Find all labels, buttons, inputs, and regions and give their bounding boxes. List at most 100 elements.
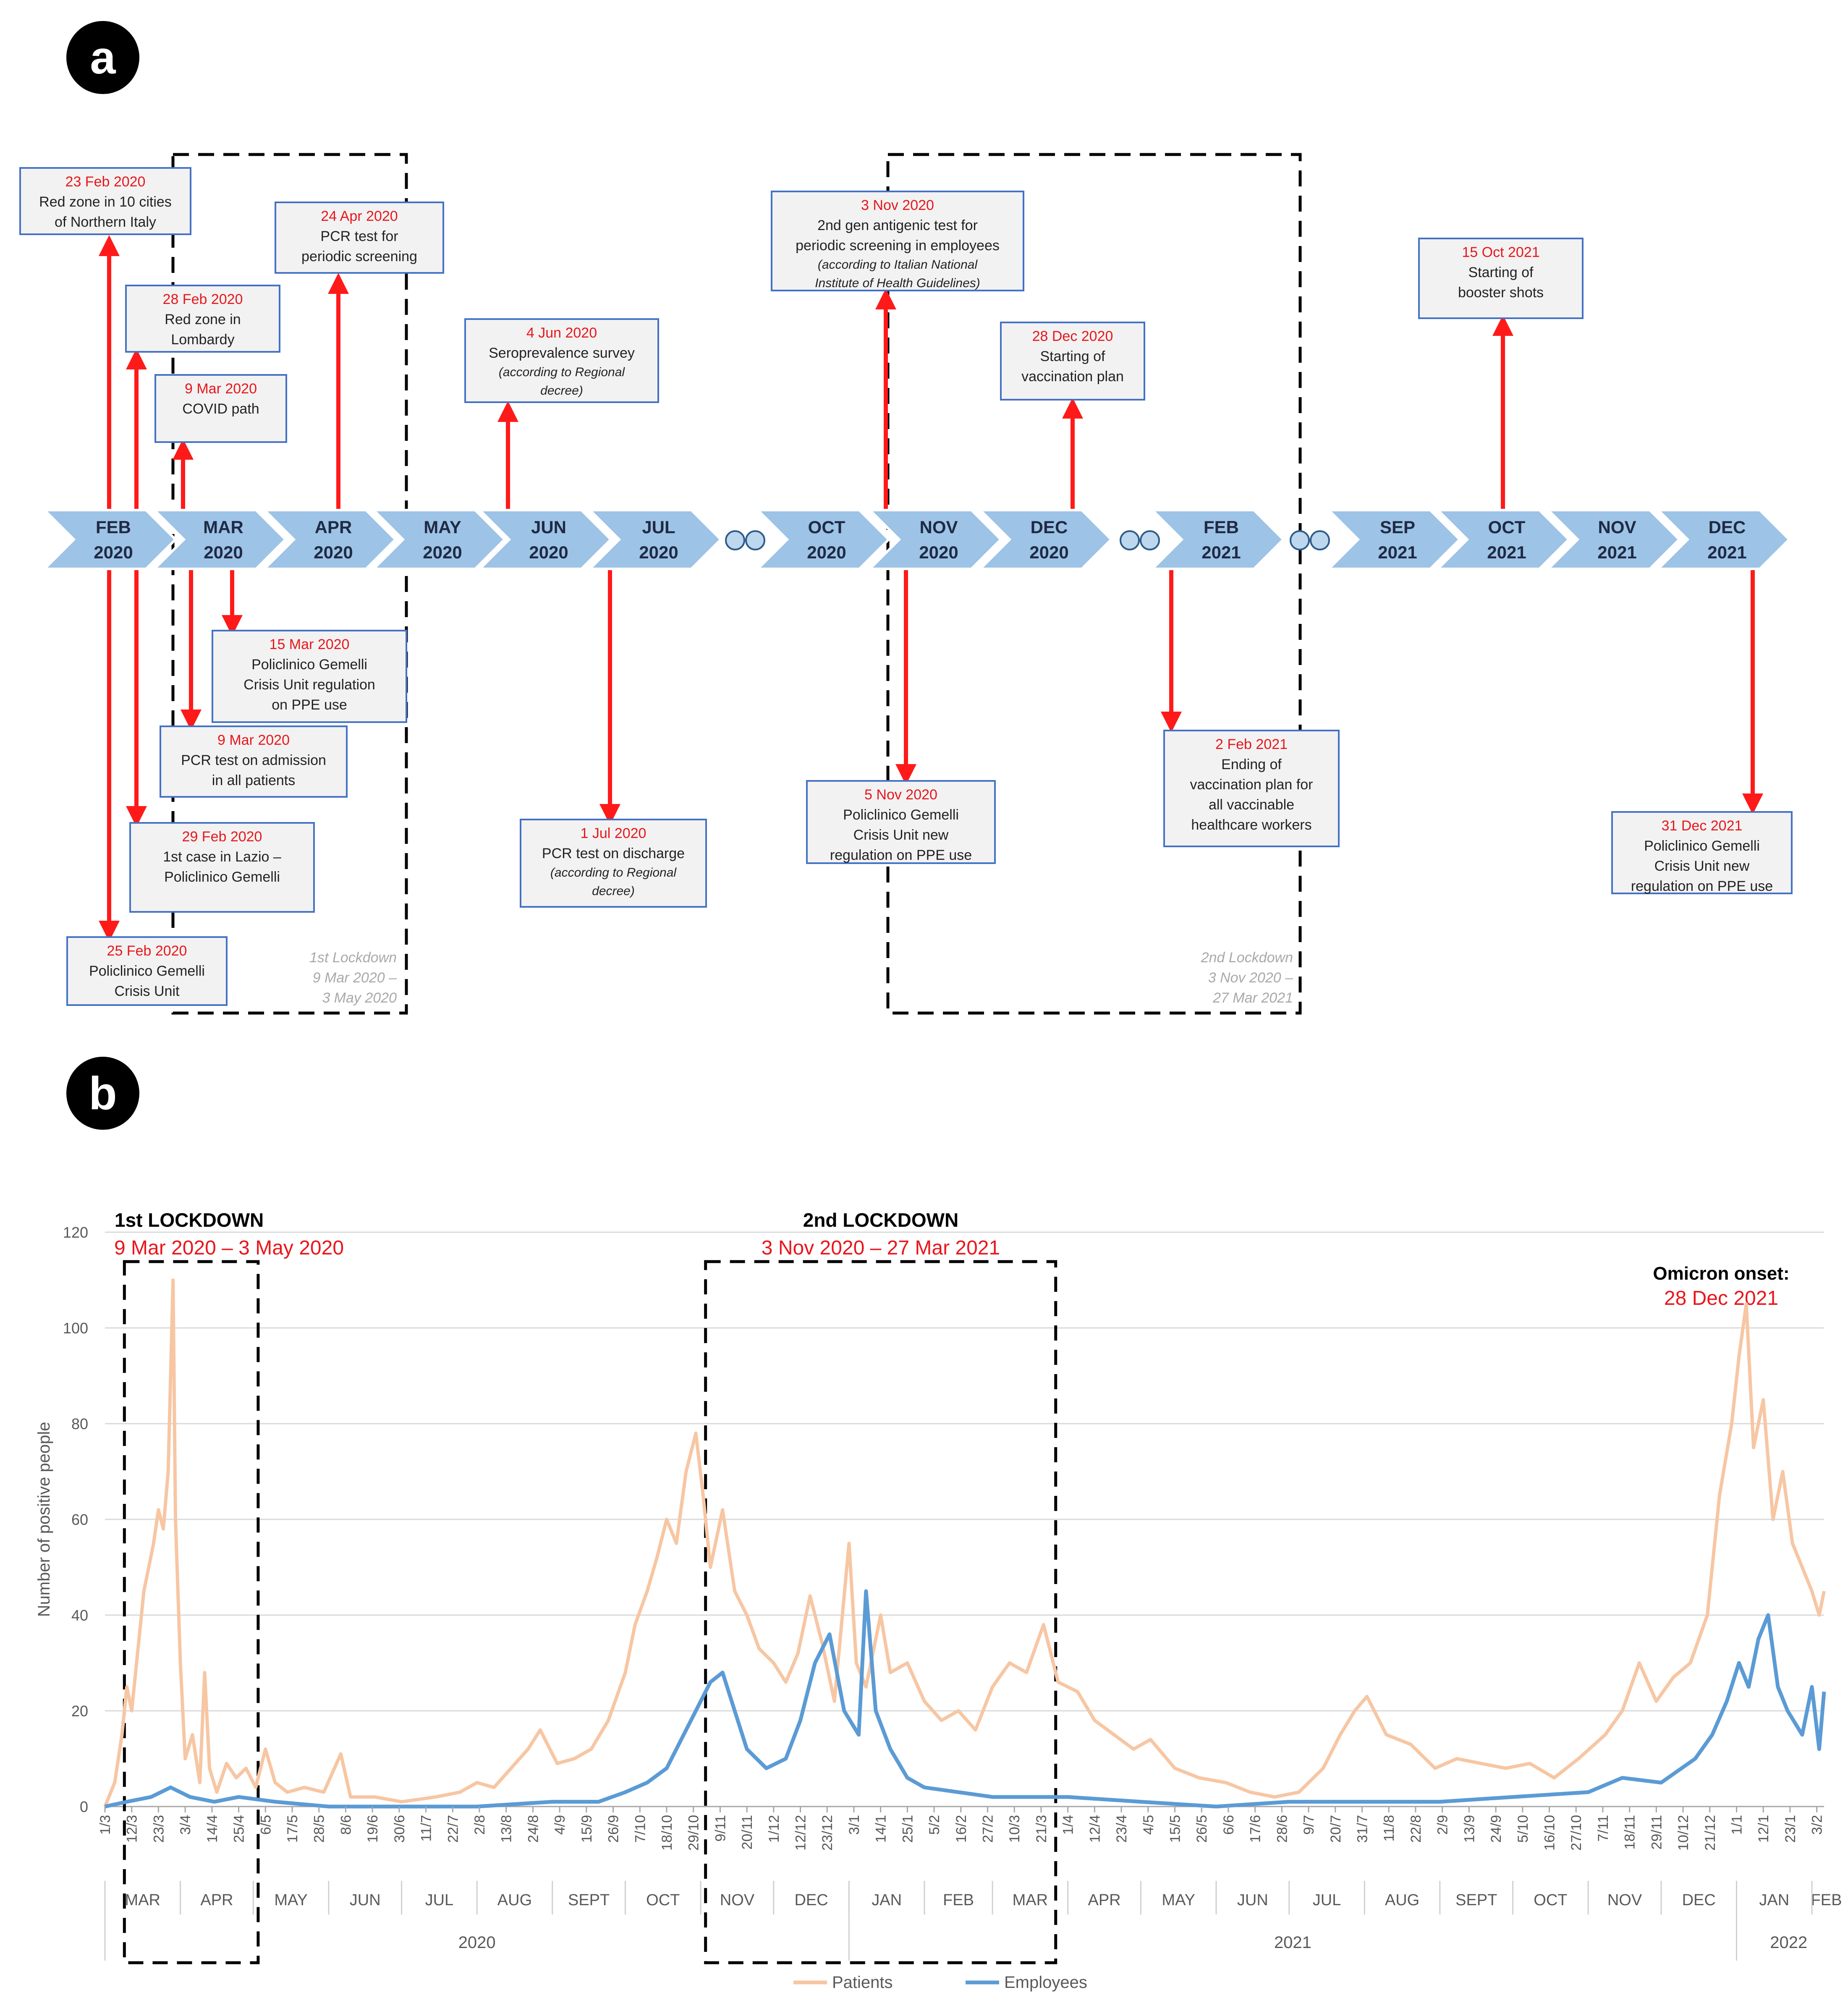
y-tick-label: 20 [71, 1702, 88, 1720]
event-box: 28 Dec 2020 Starting of vaccination plan [1000, 322, 1145, 401]
omicron-date: 28 Dec 2021 [1664, 1287, 1778, 1309]
timeline-chevron [1545, 509, 1681, 570]
timeline-month-label: FEB [96, 517, 131, 537]
x-tick-label: 16/2 [953, 1815, 969, 1843]
timeline-year-label: 2020 [639, 542, 678, 562]
x-month-label: DEC [1682, 1891, 1716, 1909]
timeline-month-may-2020: MAY 2020 [370, 509, 507, 570]
timeline-year-label: 2020 [1029, 542, 1068, 562]
event-box: 5 Nov 2020 Policlinico Gemelli Crisis Unit… [806, 780, 996, 864]
lockdown2-note: 2nd Lockdown 3 Nov 2020 – 27 Mar 2021 [1201, 950, 1293, 1006]
event-date: 28 Dec 2020 [1032, 328, 1113, 344]
x-tick-label: 21/3 [1034, 1815, 1050, 1843]
timeline-month-label: JUN [531, 517, 566, 537]
x-tick-label: 1/3 [97, 1815, 113, 1835]
x-tick-label: 6/6 [1221, 1815, 1237, 1835]
gap-dot [745, 530, 765, 550]
event-text: Starting of [1040, 348, 1106, 364]
x-tick-label: 16/10 [1542, 1815, 1557, 1851]
x-tick-label: 26/9 [606, 1815, 622, 1843]
x-tick-label: 12/3 [124, 1815, 140, 1843]
event-box-frame [19, 167, 191, 235]
event-note: (according to Regional [550, 866, 677, 880]
x-tick-label: 14/4 [204, 1815, 220, 1843]
x-tick-label: 23/3 [151, 1815, 167, 1843]
timeline-year-label: 2020 [807, 542, 846, 562]
panel-a-label: a [90, 32, 116, 84]
x-tick-label: 31/7 [1355, 1815, 1371, 1843]
x-month-label: JUL [1313, 1891, 1341, 1909]
legend-item: Patients [793, 1973, 893, 1992]
x-tick-label: 3/2 [1809, 1815, 1825, 1835]
x-tick-label: 22/7 [445, 1815, 461, 1843]
timeline-month-apr-2020: APR 2020 [261, 509, 398, 570]
event-box: 23 Feb 2020 Red zone in 10 cities of North… [19, 167, 191, 235]
event-text: Policlinico Gemelli [843, 807, 959, 823]
x-tick-label: 30/6 [392, 1815, 408, 1843]
x-tick-label: 9/7 [1301, 1815, 1317, 1835]
timeline-chevron [476, 509, 613, 570]
event-text: in all patients [212, 772, 295, 788]
timeline-year-label: 2020 [314, 542, 353, 562]
event-box: 25 Feb 2020 Policlinico Gemelli Crisis Uni… [66, 936, 228, 1006]
event-date: 23 Feb 2020 [65, 174, 146, 190]
x-tick-label: 1/12 [766, 1815, 782, 1843]
timeline-year-label: 2021 [1707, 542, 1746, 562]
panel-b-label: b [89, 1068, 117, 1119]
timeline-gap-dots [1290, 530, 1330, 550]
timeline-chevron [41, 509, 178, 570]
event-text: Policlinico Gemelli [164, 869, 280, 885]
event-note: decree) [592, 884, 635, 898]
timeline-year-label: 2021 [1487, 542, 1526, 562]
x-tick-label: 18/10 [659, 1815, 675, 1851]
x-tick-label: 7/11 [1595, 1815, 1611, 1842]
timeline-month-oct-2020: OCT 2020 [754, 509, 891, 570]
event-text: periodic screening in employees [796, 238, 1000, 254]
event-note: decree) [540, 384, 583, 398]
event-text: Starting of [1468, 264, 1534, 280]
x-tick-label: 20/11 [739, 1815, 755, 1850]
lockdown2-dates: 3 Nov 2020 – 27 Mar 2021 [762, 1237, 1000, 1259]
event-box: 15 Mar 2020 Policlinico Gemelli Crisis Uni… [212, 630, 407, 723]
x-tick-label: 29/10 [686, 1815, 702, 1851]
event-date: 15 Oct 2021 [1462, 244, 1539, 260]
event-date: 31 Dec 2021 [1662, 818, 1743, 834]
timeline-month-mar-2020: MAR 2020 [151, 509, 288, 570]
event-date: 15 Mar 2020 [270, 636, 350, 652]
gap-dot [725, 530, 745, 550]
gap-dot [1140, 530, 1160, 550]
timeline-gap-dots [1120, 530, 1160, 550]
timeline-year-label: 2021 [1597, 542, 1636, 562]
x-tick-label: 12/12 [793, 1815, 809, 1851]
x-tick-label: 20/7 [1328, 1815, 1344, 1843]
timeline-month-label: NOV [1598, 517, 1636, 537]
timeline-month-label: SEP [1380, 517, 1415, 537]
event-text: vaccination plan for [1190, 777, 1313, 793]
event-date: 1 Jul 2020 [581, 825, 647, 841]
event-note: (according to Italian National [818, 258, 978, 272]
timeline-chevron [754, 509, 891, 570]
lockdown1-note-line-1: 1st Lockdown [309, 950, 397, 966]
timeline: FEB 2020 MAR 2020 APR 2020 MAY 2020 JUN 2020 JUL 20… [41, 509, 1791, 570]
x-tick-label: 11/7 [419, 1815, 435, 1842]
event-date: 24 Apr 2020 [321, 208, 398, 224]
timeline-month-sep-2021: SEP 2021 [1325, 509, 1462, 570]
x-tick-label: 9/11 [712, 1815, 728, 1842]
timeline-chevron [261, 509, 398, 570]
event-text: healthcare workers [1191, 817, 1311, 833]
event-text: of Northern Italy [55, 214, 156, 230]
lockdown2-chart-box [704, 1260, 1057, 1964]
x-tick-label: 4/9 [552, 1815, 568, 1835]
event-box: 29 Feb 2020 1st case in Lazio – Policlinic… [129, 822, 315, 913]
legend-label: Patients [832, 1973, 893, 1992]
event-box-frame [1418, 238, 1584, 319]
timeline-month-label: APR [315, 517, 352, 537]
event-box-frame [464, 318, 659, 403]
x-tick-label: 28/5 [311, 1815, 327, 1843]
x-tick-label: 1/4 [1060, 1815, 1076, 1835]
event-box-frame [160, 725, 348, 798]
event-box: 2 Feb 2021 Ending of vaccination plan for a… [1163, 730, 1340, 847]
gap-dot [1120, 530, 1140, 550]
timeline-chevron [1434, 509, 1571, 570]
x-month-label: DEC [794, 1891, 828, 1909]
